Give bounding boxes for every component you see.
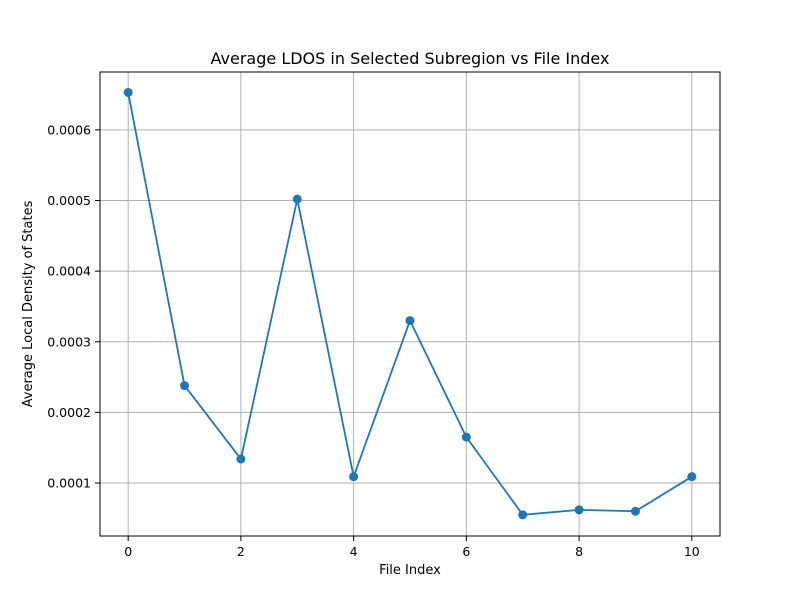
x-axis-label: File Index — [379, 563, 441, 578]
x-tick-label-1: 2 — [237, 544, 245, 559]
y-tick-label-3: 0.0004 — [47, 264, 91, 279]
x-tick-label-2: 4 — [350, 544, 358, 559]
y-tick-label-0: 0.0001 — [47, 476, 91, 491]
x-tick-label-4: 8 — [575, 544, 583, 559]
y-axis-label: Average Local Density of States — [21, 200, 36, 407]
data-point-5 — [405, 316, 415, 326]
chart-title: Average LDOS in Selected Subregion vs Fi… — [211, 49, 610, 68]
y-tick-label-2: 0.0003 — [47, 334, 91, 349]
y-tick-label-1: 0.0002 — [47, 405, 91, 420]
data-point-4 — [349, 472, 359, 482]
data-point-2 — [236, 454, 246, 464]
data-point-9 — [630, 506, 640, 516]
series-line-and-points — [123, 87, 697, 520]
x-tick-label-3: 6 — [462, 544, 470, 559]
data-point-7 — [518, 510, 528, 520]
data-point-0 — [123, 87, 133, 97]
y-tick-label-5: 0.0006 — [47, 122, 91, 137]
axis-ticks: 0 2 4 6 8 10 0.0001 0.0002 0.0003 0.0004 0.0005 0.0… — [47, 122, 700, 559]
data-point-6 — [461, 432, 471, 442]
x-tick-label-5: 10 — [684, 544, 700, 559]
data-point-8 — [574, 505, 584, 515]
data-point-10 — [687, 472, 697, 482]
data-point-1 — [180, 381, 190, 391]
data-point-3 — [292, 194, 302, 204]
x-tick-label-0: 0 — [124, 544, 132, 559]
grid-lines — [100, 72, 720, 536]
plot-frame — [99, 71, 721, 537]
series-line — [127, 91, 693, 516]
y-tick-label-4: 0.0005 — [47, 193, 91, 208]
